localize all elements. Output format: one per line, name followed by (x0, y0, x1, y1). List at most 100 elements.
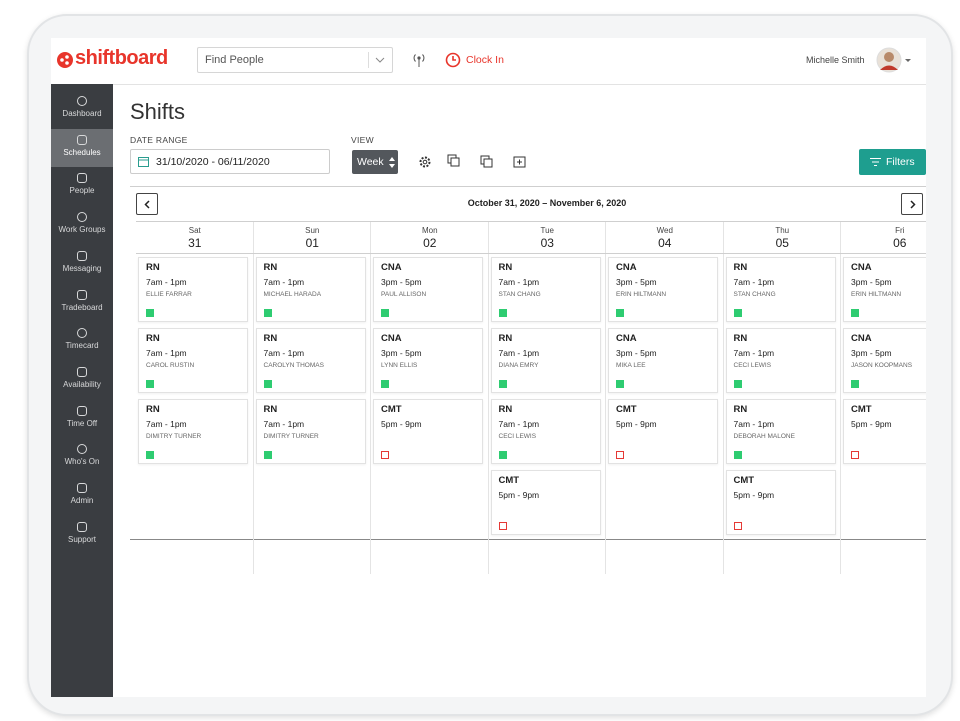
copy-icon[interactable] (480, 155, 494, 169)
shift-role: RN (498, 404, 513, 415)
day-date: 03 (540, 236, 554, 250)
header-line (371, 253, 489, 254)
avatar[interactable] (876, 46, 916, 74)
nav-icon (77, 521, 87, 532)
nav-item[interactable]: Admin (51, 477, 113, 515)
shift-card[interactable]: CMT 5pm - 9pm (843, 399, 926, 464)
nav-item[interactable]: Dashboard (51, 90, 113, 128)
nav-item[interactable]: Support (51, 516, 113, 554)
shift-status (381, 309, 389, 317)
settings-icon[interactable] (418, 155, 432, 169)
nav-item[interactable]: Timecard (51, 322, 113, 360)
shift-card[interactable]: CMT 5pm - 9pm (373, 399, 483, 464)
nav-item[interactable]: People (51, 167, 113, 205)
shift-role: RN (146, 262, 160, 273)
weekday: Thu (775, 226, 790, 235)
prev-week[interactable] (136, 193, 158, 215)
filters-button[interactable]: Filters (859, 149, 926, 175)
search-placeholder: Find People (205, 54, 264, 66)
shift-role: CMT (851, 404, 872, 415)
date-range-input[interactable]: 31/10/2020 - 06/11/2020 (130, 149, 330, 174)
shift-person: STAN CHANG (498, 291, 541, 298)
shift-card[interactable]: RN 7am - 1pm CAROLYN THOMAS (255, 328, 366, 393)
calendar: October 31, 2020 – November 6, 2020 Sat 3… (130, 186, 926, 574)
next-week[interactable] (901, 193, 923, 215)
nav-item[interactable]: Availability (51, 361, 113, 399)
shift-card[interactable]: CMT 5pm - 9pm (608, 399, 718, 464)
nav-icon (77, 134, 87, 145)
shift-card[interactable]: CNA 3pm - 5pm ERIN HILTMANN (608, 257, 718, 322)
clock-icon[interactable] (445, 52, 461, 68)
user-name[interactable]: Michelle Smith (806, 55, 865, 65)
layers-icon[interactable] (447, 154, 461, 168)
weekday: Sat (188, 226, 201, 235)
shift-person: PAUL ALLISON (381, 291, 427, 298)
shift-card[interactable]: RN 7am - 1pm ELLIE FARRAR (138, 257, 248, 322)
shift-card[interactable]: RN 7am - 1pm CECI LEWIS (490, 399, 601, 464)
shift-role: RN (263, 262, 278, 273)
shift-card[interactable]: CNA 3pm - 5pm PAUL ALLISON (373, 257, 483, 322)
shift-card[interactable]: RN 7am - 1pm CAROL RUSTIN (138, 328, 248, 393)
range-title: October 31, 2020 – November 6, 2020 (467, 198, 627, 208)
shift-role: RN (733, 404, 748, 415)
content: Shifts DATE RANGE 31/10/2020 - 06/11/202… (113, 84, 926, 697)
header-line (488, 253, 606, 254)
nav-label: Support (67, 534, 97, 544)
shift-role: CNA (381, 333, 402, 344)
nav-item[interactable]: Who's On (51, 438, 113, 476)
nav-item[interactable]: Work Groups (51, 206, 113, 244)
nav-label: Work Groups (58, 225, 106, 235)
broadcast-icon[interactable] (412, 52, 426, 68)
shift-person: DIMITRY TURNER (263, 433, 319, 440)
day-date: 05 (775, 236, 789, 250)
shift-time: 7am - 1pm (263, 277, 305, 287)
prev-arrow (144, 200, 150, 209)
shift-role: RN (498, 262, 513, 273)
shift-time: 5pm - 9pm (616, 419, 657, 429)
shift-status (851, 451, 859, 459)
shift-card[interactable]: CMT 5pm - 9pm (490, 470, 601, 535)
shift-card[interactable]: CNA 3pm - 5pm JASON KOOPMANS (843, 328, 926, 393)
top-bar: shiftboard Find People Clock In Michelle… (51, 38, 926, 85)
shift-card[interactable]: RN 7am - 1pm CECI LEWIS (725, 328, 836, 393)
nav-item[interactable]: Messaging (51, 245, 113, 283)
header-line (606, 253, 724, 254)
shift-card[interactable]: CMT 5pm - 9pm (725, 470, 836, 535)
shift-role: RN (498, 333, 513, 344)
logo[interactable]: shiftboard (75, 47, 168, 69)
shift-person: DEBORAH MALONE (733, 433, 795, 440)
clock-in[interactable]: Clock In (466, 54, 504, 66)
shift-card[interactable]: RN 7am - 1pm STAN CHANG (490, 257, 601, 322)
logo-icon (57, 52, 73, 68)
sidebar: Dashboard Schedules People Work Groups Messa… (51, 84, 113, 697)
shift-card[interactable]: CNA 3pm - 5pm MIKA LEE (608, 328, 718, 393)
search-box[interactable]: Find People (197, 47, 393, 73)
shift-card[interactable]: RN 7am - 1pm DIMITRY TURNER (255, 399, 366, 464)
shift-card[interactable]: RN 7am - 1pm DIANA EMRY (490, 328, 601, 393)
shift-card[interactable]: RN 7am - 1pm STAN CHANG (725, 257, 836, 322)
day-column: Tue 03 RN 7am - 1pm STAN CHANG RN 7am - 1pm DIA… (488, 222, 606, 574)
view-select[interactable]: Week (352, 150, 398, 174)
nav-icon (77, 366, 87, 377)
nav-item[interactable]: Schedules (51, 128, 113, 167)
nav-icon (77, 96, 87, 106)
view-label: VIEW (351, 135, 374, 145)
nav-item[interactable]: Tradeboard (51, 284, 113, 322)
day-date: 31 (188, 236, 202, 250)
shift-card[interactable]: CNA 3pm - 5pm LYNN ELLIS (373, 328, 483, 393)
shift-card[interactable]: RN 7am - 1pm DEBORAH MALONE (725, 399, 836, 464)
shift-status (146, 451, 154, 459)
shift-card[interactable]: CNA 3pm - 5pm ERIN HILTMANN (843, 257, 926, 322)
nav-label: Timecard (65, 341, 99, 351)
shift-card[interactable]: RN 7am - 1pm MICHAEL HARADA (255, 257, 366, 322)
shift-time: 7am - 1pm (146, 419, 187, 429)
dropdown-caret (375, 57, 385, 63)
select-arrows (389, 157, 395, 168)
day-column: Wed 04 CNA 3pm - 5pm ERIN HILTMANN CNA 3pm - 5… (606, 222, 724, 574)
nav-item[interactable]: Time Off (51, 400, 113, 438)
shift-person: MIKA LEE (616, 362, 646, 369)
shift-time: 7am - 1pm (263, 348, 305, 358)
nav-label: Availability (63, 379, 101, 389)
add-icon[interactable] (513, 155, 527, 169)
shift-card[interactable]: RN 7am - 1pm DIMITRY TURNER (138, 399, 248, 464)
